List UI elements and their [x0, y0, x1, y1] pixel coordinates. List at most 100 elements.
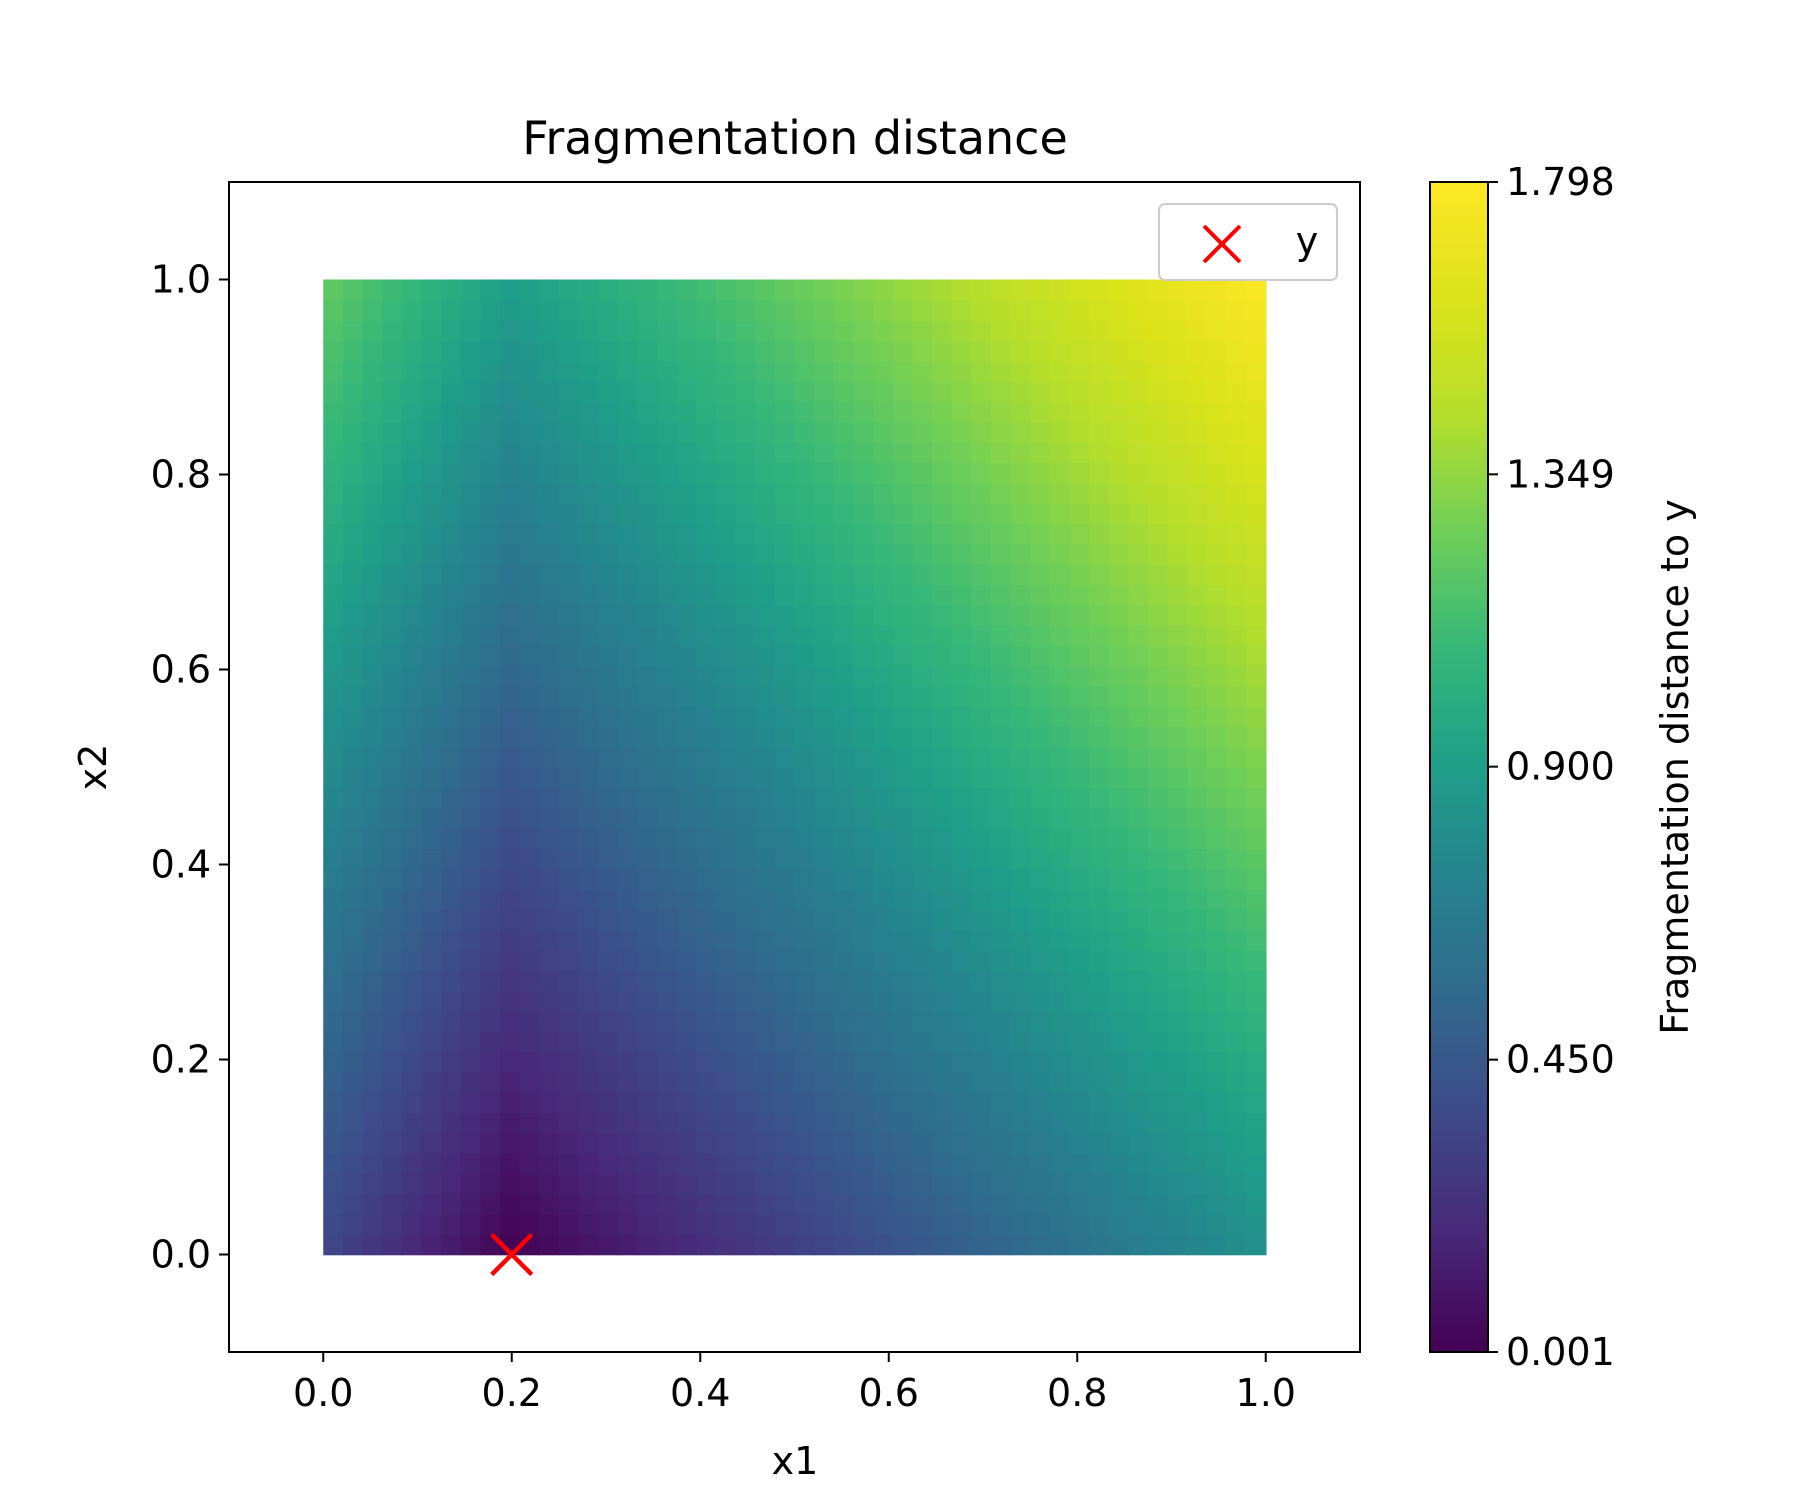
heatmap-cell — [1069, 604, 1090, 626]
heatmap-cell — [1206, 502, 1228, 525]
heatmap-cell — [558, 970, 580, 992]
heatmap-cell — [676, 706, 698, 728]
heatmap-cell — [1206, 1234, 1228, 1256]
heatmap-cell — [892, 1193, 914, 1215]
heatmap-cell — [990, 462, 1012, 484]
heatmap-cell — [1128, 868, 1149, 890]
heatmap-cell — [676, 421, 698, 443]
heatmap-cell — [460, 624, 482, 646]
heatmap-cell — [1108, 299, 1130, 321]
heatmap-cell — [1010, 1213, 1031, 1235]
heatmap-cell — [1010, 990, 1031, 1012]
heatmap-cell — [1187, 401, 1208, 423]
heatmap-cell — [853, 421, 874, 443]
heatmap-cell — [1069, 970, 1090, 992]
heatmap-cell — [519, 320, 541, 342]
heatmap-cell — [990, 929, 1012, 951]
heatmap-cell — [931, 462, 953, 484]
heatmap-cell — [617, 543, 639, 565]
heatmap-cell — [1049, 299, 1071, 321]
heatmap-cell — [735, 665, 757, 687]
heatmap-cell — [676, 360, 698, 382]
heatmap-cell — [657, 888, 678, 910]
heatmap-cell — [539, 767, 560, 789]
heatmap-cell — [833, 381, 855, 403]
heatmap-cell — [794, 645, 815, 667]
heatmap-cell — [990, 970, 1012, 992]
heatmap-cell — [460, 299, 482, 321]
heatmap-cell — [1187, 1031, 1208, 1053]
heatmap-cell — [931, 888, 953, 910]
heatmap-cell — [912, 909, 933, 931]
heatmap-cell — [1187, 787, 1208, 809]
heatmap-cell — [480, 685, 501, 707]
heatmap-cell — [814, 279, 835, 301]
heatmap-cell — [853, 767, 874, 789]
heatmap-cell — [990, 949, 1012, 971]
heatmap-cell — [1226, 624, 1247, 646]
heatmap-cell — [990, 848, 1012, 870]
heatmap-cell — [912, 340, 933, 362]
heatmap-cell — [912, 502, 933, 525]
heatmap-cell — [912, 787, 933, 809]
heatmap-cell — [1069, 929, 1090, 951]
heatmap-cell — [558, 1010, 580, 1032]
heatmap-cell — [657, 299, 678, 321]
heatmap-cell — [1030, 523, 1051, 545]
heatmap-cell — [637, 827, 658, 850]
heatmap-cell — [833, 787, 855, 809]
heatmap-cell — [676, 1092, 698, 1114]
heatmap-cell — [1010, 299, 1031, 321]
heatmap-cell — [1030, 1152, 1051, 1175]
heatmap-cell — [637, 340, 658, 362]
heatmap-cell — [519, 502, 541, 525]
heatmap-cell — [480, 279, 501, 301]
heatmap-cell — [794, 299, 815, 321]
heatmap-cell — [873, 320, 894, 342]
heatmap-cell — [951, 767, 973, 789]
heatmap-cell — [1128, 340, 1149, 362]
heatmap-cell — [892, 1152, 914, 1175]
heatmap-cell — [1069, 767, 1090, 789]
heatmap-cell — [873, 685, 894, 707]
heatmap-cell — [1049, 970, 1071, 992]
heatmap-cell — [1010, 604, 1031, 626]
heatmap-cell — [1128, 767, 1149, 789]
heatmap-cell — [1187, 665, 1208, 687]
heatmap-cell — [853, 949, 874, 971]
heatmap-cell — [1108, 1193, 1130, 1215]
heatmap-cell — [499, 1092, 521, 1114]
heatmap-cell — [715, 279, 737, 301]
heatmap-cell — [814, 462, 835, 484]
heatmap-cell — [1206, 665, 1228, 687]
heatmap-cell — [362, 401, 383, 423]
heatmap-cell — [558, 604, 580, 626]
heatmap-cell — [1128, 909, 1149, 931]
heatmap-cell — [1128, 1071, 1149, 1093]
heatmap-cell — [971, 685, 992, 707]
heatmap-cell — [1226, 1112, 1247, 1134]
heatmap-cell — [892, 543, 914, 565]
heatmap-cell — [598, 563, 619, 585]
heatmap-cell — [421, 970, 442, 992]
heatmap-cell — [617, 279, 639, 301]
heatmap-cell — [833, 685, 855, 707]
heatmap-cell — [892, 1031, 914, 1053]
heatmap-cell — [755, 381, 776, 403]
heatmap-cell — [1147, 990, 1169, 1012]
heatmap-cell — [1167, 1234, 1189, 1256]
heatmap-cell — [1187, 1071, 1208, 1093]
heatmap-cell — [833, 1193, 855, 1215]
heatmap-cell — [774, 807, 796, 829]
heatmap-cell — [362, 949, 383, 971]
heatmap-cell — [1049, 949, 1071, 971]
heatmap-cell — [539, 421, 560, 443]
heatmap-cell — [912, 1132, 933, 1154]
heatmap-cell — [539, 970, 560, 992]
heatmap-cell — [1089, 726, 1110, 748]
heatmap-cell — [853, 381, 874, 403]
heatmap-cell — [833, 1092, 855, 1114]
heatmap-cell — [814, 1112, 835, 1134]
heatmap-cell — [931, 1173, 953, 1195]
heatmap-cell — [1206, 990, 1228, 1012]
